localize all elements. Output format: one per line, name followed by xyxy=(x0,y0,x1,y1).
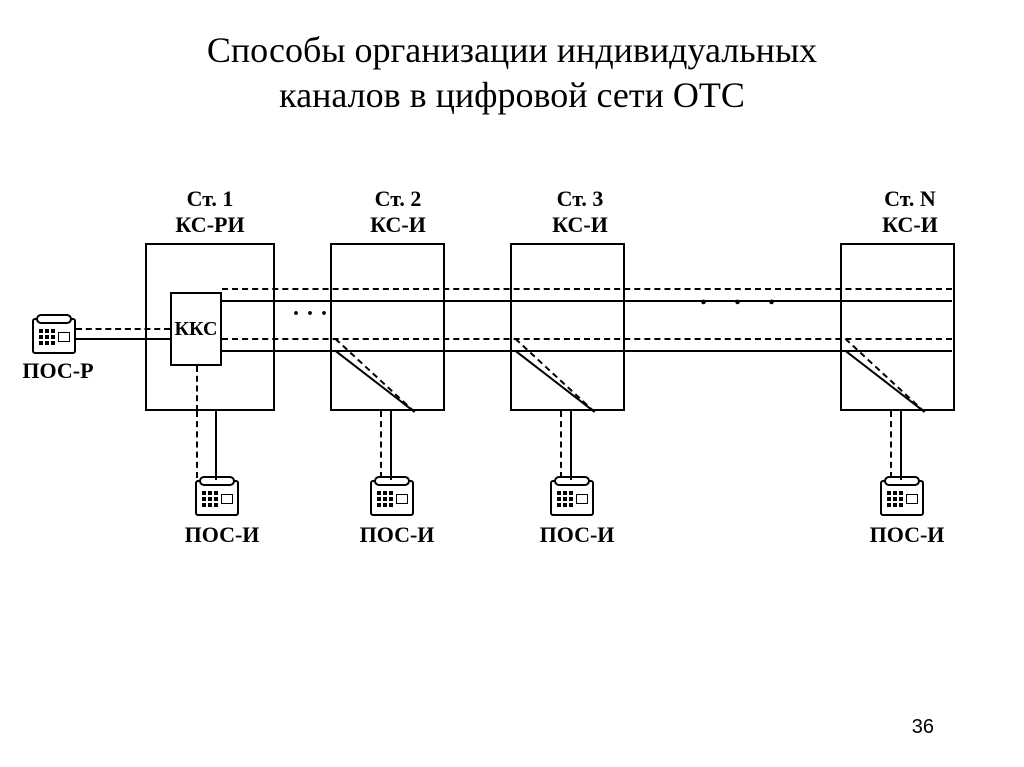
phone-display xyxy=(396,494,408,504)
phone-pos-i-label-2: ПОС-И xyxy=(532,522,622,548)
phone-keypad xyxy=(201,490,219,510)
horizontal-dots: . . . xyxy=(700,280,785,312)
station-label-0: Ст. 1 КС-РИ xyxy=(170,186,250,239)
phone-pos-i-2 xyxy=(550,480,594,516)
bus-dashed-1 xyxy=(222,338,952,340)
st1-to-phone xyxy=(215,411,217,480)
page-title: Способы организации индивидуальных канал… xyxy=(0,0,1024,118)
drop-solid-3 xyxy=(900,411,902,480)
phone-pos-i-3 xyxy=(880,480,924,516)
phone-pos-i-label-3: ПОС-И xyxy=(862,522,952,548)
phone-receiver xyxy=(199,476,235,486)
title-line1: Способы организации индивидуальных xyxy=(207,30,817,70)
drop-solid-2 xyxy=(570,411,572,480)
bus-dashed-0 xyxy=(222,288,952,290)
station-label-3: Ст. N КС-И xyxy=(870,186,950,239)
phone-pos-i-0 xyxy=(195,480,239,516)
phone-pos-i-1 xyxy=(370,480,414,516)
phone-pos-i-label-0: ПОС-И xyxy=(177,522,267,548)
drop-solid-1 xyxy=(390,411,392,480)
phone-display xyxy=(906,494,918,504)
phone-keypad xyxy=(376,490,394,510)
phone-keypad xyxy=(886,490,904,510)
phone-keypad xyxy=(38,328,56,348)
phone-display xyxy=(58,332,70,342)
phone-display xyxy=(221,494,233,504)
st1-to-phone-dashed xyxy=(196,411,198,478)
phone-display xyxy=(576,494,588,504)
phone-pos-i-label-1: ПОС-И xyxy=(352,522,442,548)
page-number: 36 xyxy=(912,716,934,739)
title-line2: каналов в цифровой сети ОТС xyxy=(279,75,745,115)
phone-receiver xyxy=(36,314,72,324)
phone-keypad xyxy=(556,490,574,510)
phone-pos-r xyxy=(32,318,76,354)
network-diagram: ПОС-Р Ст. 1 КС-РИ ПОС-И Ст. 2 КС-И ПОС-И Ст. … xyxy=(0,180,1024,600)
station-label-2: Ст. 3 КС-И xyxy=(540,186,620,239)
phone-pos-r-label: ПОС-Р xyxy=(18,358,98,384)
bus-solid-1 xyxy=(222,350,952,352)
drop-dashed-3 xyxy=(890,411,892,478)
left-conn-dashed xyxy=(76,328,170,330)
kkc-box: ККС xyxy=(170,292,222,366)
left-conn-solid xyxy=(76,338,170,340)
station-label-1: Ст. 2 КС-И xyxy=(358,186,438,239)
vertical-dots: · · · xyxy=(292,308,328,320)
kkc-down-dashed xyxy=(196,366,198,411)
bus-solid-0 xyxy=(222,300,952,302)
drop-dashed-1 xyxy=(380,411,382,478)
drop-dashed-2 xyxy=(560,411,562,478)
